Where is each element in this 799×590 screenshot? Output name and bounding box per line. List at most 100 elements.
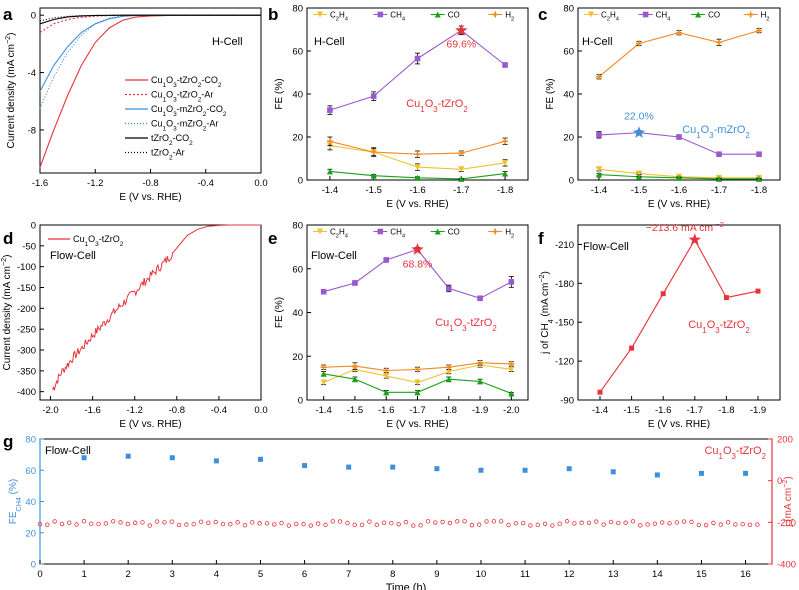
panel-f-frame xyxy=(577,224,781,401)
panel-g-j-point xyxy=(396,521,401,527)
chart-panel-a: -1.6 -1.2 -0.8 -0.4 0.0 0 -4 -8 E (V vs. RHE) Cur… xyxy=(3,7,268,203)
panel-f-xtick-label: -1.4 xyxy=(592,405,608,416)
point-c2h4 xyxy=(595,166,602,173)
panel-g-j-point xyxy=(154,519,160,524)
panel-g-j-point xyxy=(140,520,145,525)
panel-d-legend-label-part: 2 xyxy=(120,241,124,248)
panel-e-xtick-label: -1.6 xyxy=(378,405,394,416)
panel-g-j-point xyxy=(59,521,65,527)
panel-f-catalyst-label-part: 2 xyxy=(745,326,749,335)
panel-c-legend-label-part: 4 xyxy=(616,17,620,23)
panel-g-ytick-label: 60 xyxy=(25,466,36,477)
panel-g-j-point xyxy=(89,521,94,526)
panel-b-legend-label-part: 4 xyxy=(402,17,406,23)
panel-d-xtick-label: 0.0 xyxy=(254,405,267,416)
panel-b-catalyst-label-part: -tZrO xyxy=(438,98,464,110)
panel-g-j-point xyxy=(528,523,533,528)
panel-c-legend-label: H2 xyxy=(761,11,770,23)
panel-d-ytick-label: -300 xyxy=(17,346,36,357)
point-ch4 xyxy=(383,257,390,263)
point-c2h4 xyxy=(445,368,452,375)
panel-c-catalyst-label-part: 3 xyxy=(709,131,714,140)
panel-g-ylabel-right-part: −2 xyxy=(780,480,789,488)
panel-b-ylabel: FE (%) xyxy=(274,78,285,109)
panel-g-j-point xyxy=(315,521,321,526)
panel-d-legend-label-part: -tZrO xyxy=(99,234,120,244)
panel-e-legend-label-part: 2 xyxy=(336,234,339,240)
panel-d-ytick-label: -250 xyxy=(17,325,36,336)
panel-g-xlabel: Time (h) xyxy=(386,582,427,590)
panel-a-legend-label-part: 3 xyxy=(173,125,177,132)
panel-g-j-point xyxy=(440,519,445,525)
panel-f-xtick-label: -1.9 xyxy=(750,405,766,416)
panel-b-ytick-label: 0 xyxy=(298,176,303,187)
panel-e-xtick-label: -1.8 xyxy=(441,405,457,416)
panel-g-catalyst-label-part: 1 xyxy=(719,452,724,461)
panel-a-legend-label-part: O xyxy=(166,119,173,129)
panel-g-fe-point xyxy=(698,470,704,476)
panel-c-xtick-label: -1.8 xyxy=(751,185,767,196)
panel-e-catalyst-label-part: 3 xyxy=(462,324,467,333)
panel-a-series-line xyxy=(39,14,261,109)
panel-f-ylabel-part: 4 xyxy=(546,319,555,323)
panel-f-ylabel-part: of CH xyxy=(540,323,551,351)
panel-c-ytick-label: 40 xyxy=(563,90,574,101)
panel-g-j-point xyxy=(345,520,350,526)
panel-g-j-point xyxy=(469,522,475,528)
panel-c-xtick-label: -1.4 xyxy=(591,185,607,196)
panel-b-legend-label-part: CO xyxy=(448,11,460,20)
panel-c-legend-label-part: 2 xyxy=(607,17,610,23)
panel-g-j-point xyxy=(579,520,584,525)
panel-e-ytick-label: 20 xyxy=(292,352,303,363)
panel-d-xtick-label: -0.4 xyxy=(211,405,227,416)
panel-g-xtick-label: 4 xyxy=(214,569,219,580)
panel-g-j-point xyxy=(235,520,240,525)
panel-d-legend-label: Cu1O3-tZrO2 xyxy=(73,234,124,248)
panel-a-legend-label-part: -tZrO xyxy=(177,90,198,100)
panel-g-xtick-label: 10 xyxy=(476,569,487,580)
panel-e-catalyst-label-part: 1 xyxy=(449,324,454,333)
panel-g-j-point xyxy=(81,519,87,524)
panel-e-legend-label-part: H xyxy=(505,228,511,237)
panel-g-j-point xyxy=(411,523,416,528)
panel-g-fe-point xyxy=(610,469,616,475)
panel-c-ylabel-part: FE (%) xyxy=(545,78,556,109)
panel-g-j-point xyxy=(96,521,101,527)
panel-e-legend-label: H2 xyxy=(505,228,514,240)
panel-f-xtick-label: -1.7 xyxy=(687,405,703,416)
panel-a-legend-label-part: 3 xyxy=(173,96,177,103)
panel-a-legend-label-part: 3 xyxy=(173,111,177,118)
panel-c-legend-label-part: H xyxy=(610,11,616,20)
panel-a-legend-label-part: -Ar xyxy=(206,119,218,129)
panel-g-ylabel-right: j (mA cm−2) xyxy=(780,476,795,527)
panel-g-j-point xyxy=(374,522,379,528)
panel-a-legend-label: Cu1O3-tZrO2-CO2 xyxy=(151,75,222,89)
panel-a-legend-label-part: -CO xyxy=(206,104,223,114)
panel-e-star-label: 68.8% xyxy=(403,259,433,271)
panel-a-legend-label-part: -tZrO xyxy=(177,75,198,85)
panel-c-xtick-label: -1.6 xyxy=(671,185,687,196)
panel-a-legend-label-part: tZrO xyxy=(151,148,169,158)
panel-g-j-point xyxy=(206,520,211,526)
chart-panel-b: -1.4 -1.5 -1.6 -1.7 -1.8 0 20 40 60 80 E (V vs. RH… xyxy=(274,4,529,210)
panel-f-point xyxy=(660,291,666,297)
panel-a-legend-label-part: 2 xyxy=(203,111,207,118)
panel-a-legend-label-part: -mZrO xyxy=(177,119,203,129)
panel-b-xtick-label: -1.6 xyxy=(409,185,425,196)
panel-a-legend-label: Cu1O3-mZrO2-CO2 xyxy=(151,104,227,118)
panel-g-j-point xyxy=(674,520,680,525)
panel-g-j-point xyxy=(725,520,731,525)
panel-c-ytick-label: 80 xyxy=(563,4,574,15)
panel-e-highlight-star xyxy=(411,243,424,255)
panel-g-xtick-label: 1 xyxy=(81,569,86,580)
panel-letter-d: d xyxy=(3,229,13,248)
panel-g-j-point xyxy=(630,519,636,524)
panel-e-ytick-label: 80 xyxy=(292,221,303,232)
panel-b-legend-label: CH4 xyxy=(390,11,406,23)
panel-a-legend-label-part: 2 xyxy=(223,111,227,118)
point-c2h4 xyxy=(320,379,327,386)
panel-e-xtick-label: -1.9 xyxy=(472,405,488,416)
panel-e-legend-label-part: 4 xyxy=(402,234,406,240)
panel-f-ylabel-part: ) xyxy=(540,271,551,274)
panel-f-catalyst-label-part: 1 xyxy=(702,326,707,335)
